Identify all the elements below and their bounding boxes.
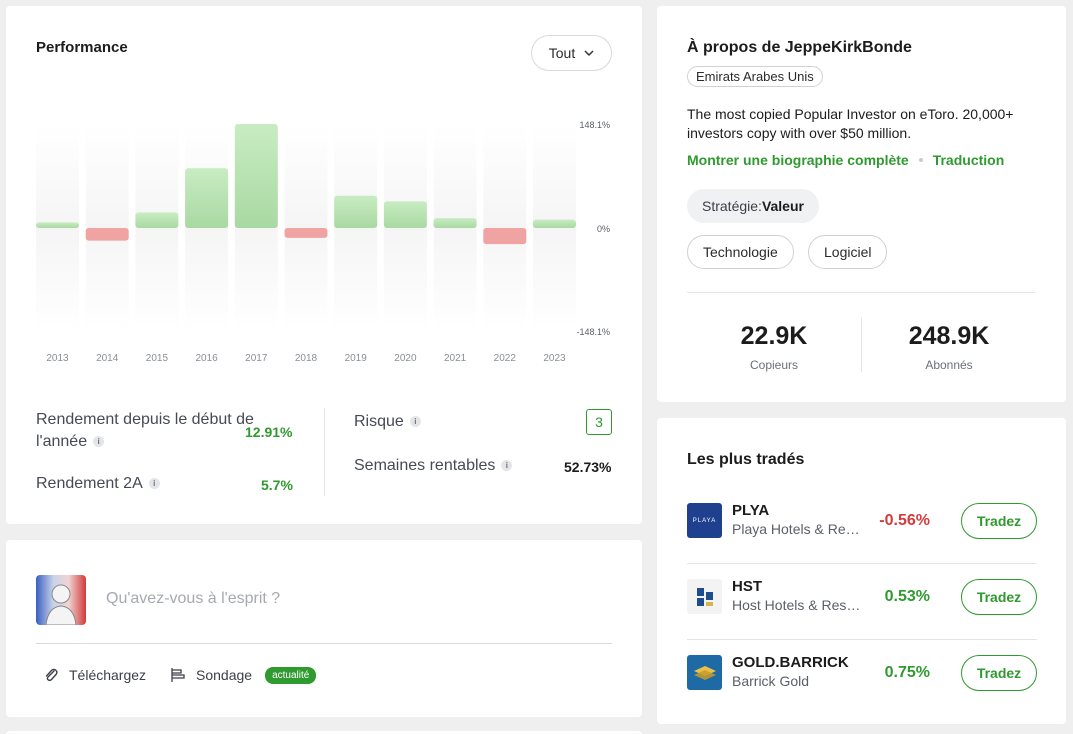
bar-2019[interactable] <box>334 195 378 228</box>
followers-label: Abonnés <box>925 358 973 372</box>
about-card: À propos de JeppeKirkBonde Emirats Arabe… <box>657 6 1066 402</box>
x-tick-label: 2017 <box>245 353 268 364</box>
upload-button[interactable]: Téléchargez <box>42 666 146 684</box>
ytd-return-value: 12.91% <box>245 424 293 440</box>
company-name: Playa Hotels & Resorts <box>732 521 862 537</box>
followers-count: 248.9K <box>908 322 990 350</box>
bar-background <box>85 124 129 331</box>
tag-technology[interactable]: Technologie <box>687 235 794 269</box>
tag-software[interactable]: Logiciel <box>808 235 888 269</box>
profitable-weeks-label: Semaines rentables i <box>354 455 513 477</box>
paperclip-icon <box>45 668 58 682</box>
bar-2022[interactable] <box>483 228 527 245</box>
period-select-label: Tout <box>548 45 576 61</box>
post-composer-card: Qu'avez-vous à l'esprit ? Téléchargez So… <box>6 540 642 717</box>
trade-button[interactable]: Tradez <box>961 655 1037 691</box>
trade-button[interactable]: Tradez <box>961 579 1037 615</box>
info-icon[interactable]: i <box>148 478 160 490</box>
most-traded-card: Les plus tradés PLAYA PLYA Playa Hotels … <box>657 418 1066 724</box>
ticker[interactable]: HST <box>732 578 762 595</box>
separator-dot <box>918 158 923 162</box>
company-name: Host Hotels & Resorts <box>732 597 862 613</box>
composer-divider <box>36 643 612 644</box>
two-year-return-value: 5.7% <box>261 477 293 493</box>
avatar <box>36 575 86 625</box>
host-hotels-logo-icon <box>687 579 722 614</box>
about-divider <box>687 292 1035 293</box>
copiers-label: Copieurs <box>749 358 799 372</box>
show-full-bio-link[interactable]: Montrer une biographie complète <box>687 152 909 168</box>
bar-background <box>483 124 527 331</box>
most-traded-title: Les plus tradés <box>687 451 805 468</box>
x-tick-label: 2013 <box>46 353 69 364</box>
x-tick-label: 2015 <box>146 353 169 364</box>
poll-button[interactable]: Sondage actualité <box>169 666 317 684</box>
traded-row-plya[interactable]: PLAYA PLYA Playa Hotels & Resorts -0.56%… <box>687 488 1037 564</box>
performance-title: Performance <box>36 39 128 56</box>
price-change: 0.75% <box>884 664 930 681</box>
traded-row-hst[interactable]: HST Host Hotels & Resorts 0.53% Tradez <box>687 564 1037 640</box>
x-tick-label: 2022 <box>494 353 517 364</box>
bar-2017[interactable] <box>234 124 278 228</box>
upload-label: Téléchargez <box>69 667 147 683</box>
strategy-label: Stratégie: <box>702 198 762 214</box>
traded-row-gold-barrick[interactable]: GOLD.BARRICK Barrick Gold 0.75% Tradez <box>687 640 1037 716</box>
bar-background <box>284 124 328 331</box>
bar-2018[interactable] <box>284 228 328 238</box>
ticker[interactable]: GOLD.BARRICK <box>732 654 849 671</box>
y-tick-label: 148.1% <box>579 120 610 130</box>
kpi-divider <box>861 318 862 372</box>
post-input[interactable]: Qu'avez-vous à l'esprit ? <box>106 590 281 607</box>
risk-label: Risque i <box>354 411 421 433</box>
x-tick-label: 2021 <box>444 353 467 364</box>
translate-link[interactable]: Traduction <box>932 152 1005 168</box>
bar-2021[interactable] <box>433 218 477 228</box>
x-tick-label: 2016 <box>195 353 218 364</box>
price-change: -0.56% <box>879 512 930 529</box>
y-tick-label: 0% <box>597 224 610 234</box>
bar-2015[interactable] <box>135 212 179 228</box>
x-tick-label: 2014 <box>96 353 119 364</box>
poll-icon <box>171 668 185 682</box>
x-tick-label: 2023 <box>543 353 566 364</box>
info-icon[interactable]: i <box>93 436 105 448</box>
x-tick-label: 2019 <box>345 353 368 364</box>
risk-score-badge: 3 <box>586 409 612 435</box>
about-title: À propos de JeppeKirkBonde <box>687 39 912 56</box>
ticker[interactable]: PLYA <box>732 502 770 519</box>
x-tick-label: 2018 <box>295 353 318 364</box>
price-change: 0.53% <box>884 588 930 605</box>
two-year-return-label: Rendement 2A i <box>36 473 160 495</box>
info-icon[interactable]: i <box>409 416 421 428</box>
stats-divider <box>324 408 325 496</box>
copiers-count: 22.9K <box>740 322 808 350</box>
company-name: Barrick Gold <box>732 673 810 689</box>
performance-chart: 2013 2014 2015 2016 2017 2018 2019 2020 2021 2022… <box>36 120 610 364</box>
strategy-chip: Stratégie:Valeur <box>687 189 819 223</box>
period-select[interactable]: Tout <box>531 35 612 71</box>
info-icon[interactable]: i <box>501 460 513 472</box>
trade-button[interactable]: Tradez <box>961 503 1037 539</box>
playa-logo-icon: PLAYA <box>687 503 722 538</box>
news-badge: actualité <box>265 666 317 684</box>
barrick-logo-icon <box>687 655 722 690</box>
bar-2020[interactable] <box>383 201 427 228</box>
profitable-weeks-value: 52.73% <box>564 459 612 475</box>
bio-links: Montrer une biographie complète Traducti… <box>687 152 1004 168</box>
bio-text: The most copied Popular Investor on eTor… <box>687 106 1014 141</box>
chevron-down-icon <box>584 50 594 57</box>
bar-2016[interactable] <box>185 168 229 228</box>
y-tick-label: -148.1% <box>576 327 610 337</box>
bar-2014[interactable] <box>85 228 129 241</box>
poll-label: Sondage <box>196 667 253 683</box>
ytd-return-label: Rendement depuis le début de l'année i <box>36 411 254 450</box>
bar-2013[interactable] <box>36 222 79 228</box>
x-tick-label: 2020 <box>394 353 417 364</box>
performance-card: Performance Tout 2013 2014 2015 2016 2017 201… <box>6 6 642 524</box>
country-badge: Emirats Arabes Unis <box>687 66 823 87</box>
bar-2023[interactable] <box>533 219 576 228</box>
strategy-value: Valeur <box>761 198 804 214</box>
next-card-edge <box>6 731 642 734</box>
